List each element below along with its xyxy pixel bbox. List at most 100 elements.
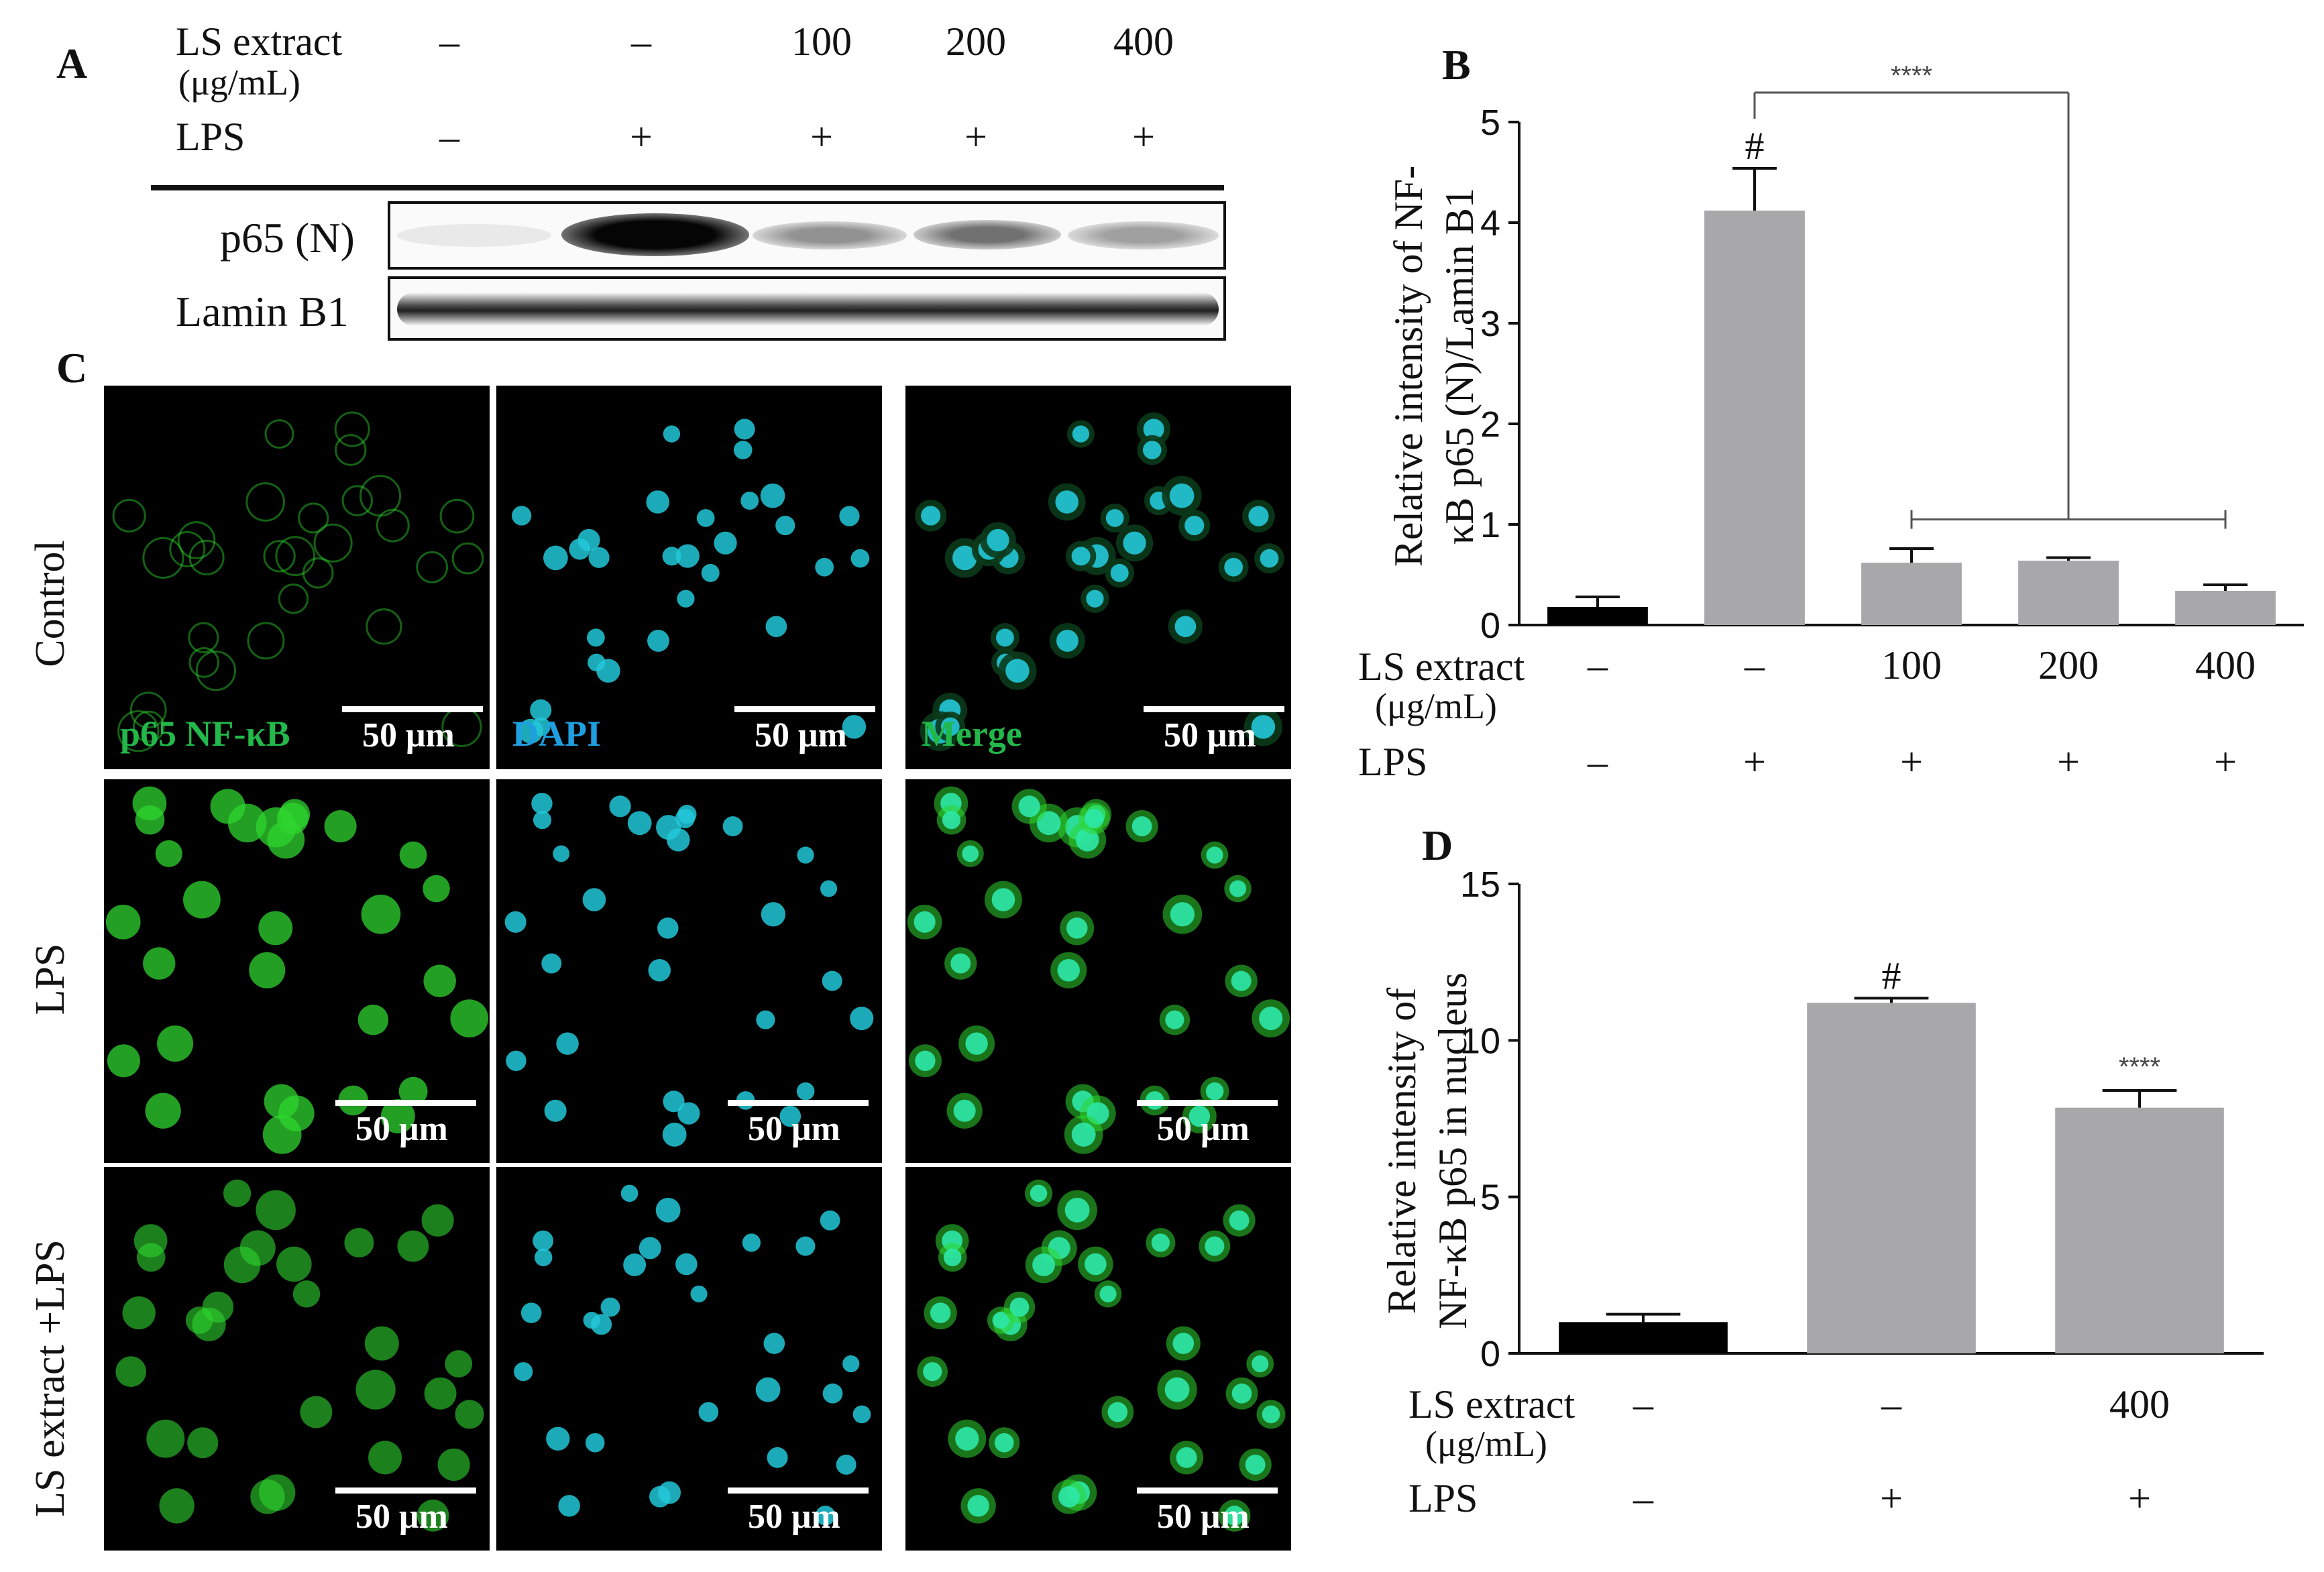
cell (437, 1448, 470, 1481)
panel-a-ls-value: 400 (1113, 19, 1174, 64)
x-row-lps-value: – (1588, 740, 1608, 784)
micrograph-ls-lps-p65: 50 μm (104, 1167, 490, 1551)
cell (202, 1291, 234, 1323)
bar (1704, 211, 1805, 625)
cell (649, 1485, 671, 1508)
blot-band (914, 220, 1061, 249)
cell (250, 1479, 285, 1514)
cell-nucleus (1164, 1377, 1190, 1402)
cell (795, 1236, 816, 1256)
panel-a-lps-value: – (439, 115, 459, 159)
cell-nucleus (1055, 490, 1078, 514)
cell-nucleus (1259, 1007, 1283, 1031)
cell (421, 1204, 454, 1237)
cell-nucleus (1176, 1447, 1197, 1468)
cell (324, 810, 357, 843)
panel-a-ls-value: – (439, 19, 459, 64)
micrograph-cells (915, 412, 1284, 751)
scale-bar (734, 706, 875, 712)
scale-bar (342, 706, 483, 712)
micrograph-cells (514, 1184, 871, 1526)
micrograph-ls-lps-merge: 50 μm (905, 1167, 1291, 1551)
y-tick-label: 15 (1460, 864, 1500, 905)
x-row-ls-value: 100 (1881, 643, 1942, 687)
cell (698, 1402, 719, 1422)
cell-nucleus (1071, 1122, 1096, 1147)
cell (531, 793, 553, 814)
cell (733, 441, 753, 459)
x-row-lps-value: + (1880, 1476, 1903, 1520)
cell (662, 1122, 687, 1147)
cell-nucleus (1032, 1253, 1056, 1276)
cell (258, 911, 293, 946)
cell (256, 1190, 296, 1231)
scale-bar-label: 50 μm (1157, 1110, 1250, 1148)
cell (534, 1248, 553, 1267)
cell (298, 502, 329, 534)
cell (647, 630, 669, 652)
cell (583, 1312, 600, 1329)
cell (417, 1500, 449, 1532)
cell (701, 563, 720, 582)
scale-bar-label: 50 μm (355, 1110, 448, 1148)
cell (355, 1369, 396, 1410)
x-row-ls-value: – (1633, 1382, 1653, 1426)
cell-nucleus (952, 545, 977, 571)
cell (313, 523, 353, 563)
cell (767, 1447, 788, 1468)
y-tick-label: 3 (1480, 304, 1500, 344)
cell (397, 1230, 429, 1262)
cell (366, 608, 402, 645)
cell-nucleus (1071, 547, 1091, 566)
cell (663, 425, 681, 443)
cell (157, 1025, 194, 1062)
cell (380, 1099, 415, 1133)
cell (145, 1092, 181, 1129)
cell (797, 846, 814, 864)
panel-label-a: A (56, 40, 88, 87)
cell-nucleus (1142, 441, 1162, 459)
micrograph-ls-lps-dapi: 50 μm (496, 1167, 882, 1551)
bar (1547, 607, 1648, 625)
chart-b-unit-label: (μg/mL) (1375, 686, 1497, 726)
y-tick-label: 10 (1460, 1021, 1500, 1061)
cell (836, 1455, 856, 1475)
x-row-ls-value: 400 (2195, 643, 2256, 687)
panel-a-lps-value: + (810, 115, 833, 159)
cell-nucleus (1064, 1197, 1090, 1223)
cell-nucleus (930, 1302, 951, 1323)
cell-nucleus (992, 1312, 1009, 1329)
cell (117, 710, 160, 752)
cell-nucleus (1252, 1355, 1269, 1373)
x-row-ls-value: 400 (2109, 1382, 2170, 1426)
cell (264, 419, 294, 449)
cell (451, 542, 484, 575)
cell (666, 828, 690, 852)
cell (646, 490, 669, 514)
cell (357, 1004, 389, 1035)
cell (249, 952, 286, 989)
x-row-ls-value: – (1588, 643, 1608, 687)
cell-nucleus (940, 717, 960, 736)
cell (648, 959, 671, 982)
cell (132, 710, 165, 743)
y-tick-label: 0 (1480, 1334, 1500, 1374)
significance-stars: **** (2119, 1052, 2160, 1082)
channel-label: p65 NF-κB (120, 714, 290, 754)
micrograph-control-dapi: DAPI 50 μm (496, 386, 882, 769)
cell (546, 1426, 570, 1451)
scale-bar (335, 1100, 476, 1106)
blot-row-label: Lamin B1 (176, 288, 349, 335)
cell (763, 1333, 785, 1354)
scale-bar-label: 50 μm (755, 716, 847, 754)
cell-nucleus (1056, 630, 1078, 652)
cell (553, 845, 570, 862)
cell (504, 911, 527, 933)
cell (761, 902, 786, 927)
cell-nucleus (1086, 590, 1104, 608)
cell (755, 1377, 781, 1402)
cell (159, 1488, 195, 1524)
cell (344, 1227, 374, 1258)
cell (850, 549, 870, 568)
channel-label: Merge (922, 714, 1022, 754)
